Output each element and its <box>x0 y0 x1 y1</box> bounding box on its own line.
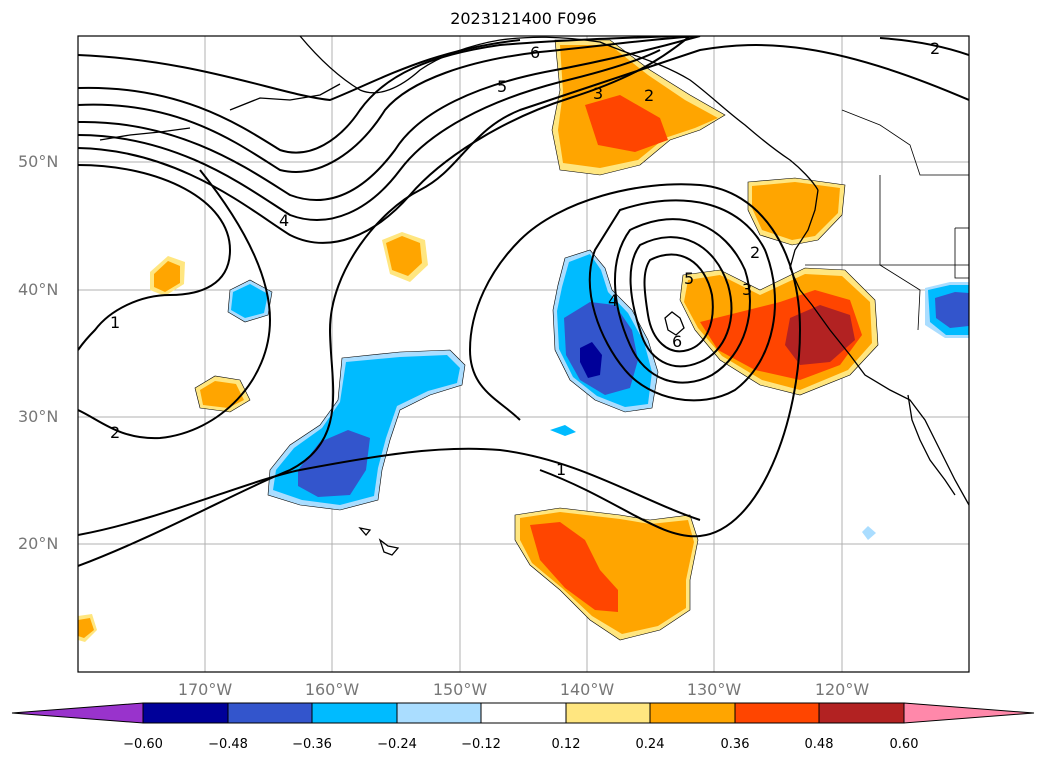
lat-label: 50°N <box>18 152 59 171</box>
contours <box>78 36 969 567</box>
contour-label: 2 <box>930 39 940 58</box>
lat-label: 30°N <box>18 407 59 426</box>
contour-label: 2 <box>110 423 120 442</box>
contour-labels: 6 5 3 2 2 4 1 2 1 4 5 6 3 2 <box>110 39 940 479</box>
anomaly-outlines <box>194 39 879 641</box>
lon-label: 160°W <box>304 680 360 699</box>
contour-label: 1 <box>556 460 566 479</box>
lon-label: 170°W <box>177 680 233 699</box>
contour-label: 3 <box>742 280 752 299</box>
lon-label: 130°W <box>686 680 742 699</box>
lat-label: 40°N <box>18 280 59 299</box>
contour-label: 1 <box>110 313 120 332</box>
contour-label: 5 <box>684 269 694 288</box>
contour-label: 5 <box>497 77 507 96</box>
lon-label: 120°W <box>814 680 870 699</box>
colorbar-tick: 0.36 <box>720 737 750 752</box>
colorbar-tick: 0.12 <box>551 737 581 752</box>
colorbar-bin <box>311 702 398 724</box>
lon-label: 150°W <box>432 680 488 699</box>
colorbar <box>11 702 1035 724</box>
colorbar-tick: −0.60 <box>123 737 163 752</box>
colorbar-extend-low <box>11 702 144 724</box>
lat-label: 20°N <box>18 534 59 553</box>
colorbar-tick: −0.12 <box>461 737 501 752</box>
contour-label: 6 <box>530 43 540 62</box>
colorbar-bin <box>396 702 482 724</box>
colorbar-bin <box>142 702 229 724</box>
contour-label: 6 <box>672 332 682 351</box>
colorbar-bin <box>649 702 736 724</box>
colorbar-bin <box>480 702 567 724</box>
colorbar-bin <box>818 702 905 724</box>
contour-label: 3 <box>593 84 603 103</box>
contour-label: 4 <box>608 291 618 310</box>
contour-label: 2 <box>750 243 760 262</box>
map-frame <box>77 35 970 673</box>
colorbar-tick: 0.24 <box>635 737 665 752</box>
map-title: 2023121400 F096 <box>450 9 597 28</box>
colorbar-tick: −0.36 <box>292 737 332 752</box>
contour-label: 2 <box>644 86 654 105</box>
colorbar-tick: 0.60 <box>889 737 919 752</box>
colorbar-bin <box>227 702 313 724</box>
colorbar-tick: 0.48 <box>804 737 834 752</box>
political-borders <box>805 109 969 331</box>
positive-anomaly-fill <box>78 40 878 642</box>
colorbar-tick: −0.48 <box>208 737 248 752</box>
colorbar-bin <box>565 702 651 724</box>
negative-anomaly-fill <box>228 250 969 540</box>
colorbar-tick: −0.24 <box>377 737 417 752</box>
contour-label: 4 <box>279 211 289 230</box>
lon-label: 140°W <box>559 680 615 699</box>
colorbar-bin <box>734 702 820 724</box>
colorbar-extend-high <box>903 702 1035 724</box>
